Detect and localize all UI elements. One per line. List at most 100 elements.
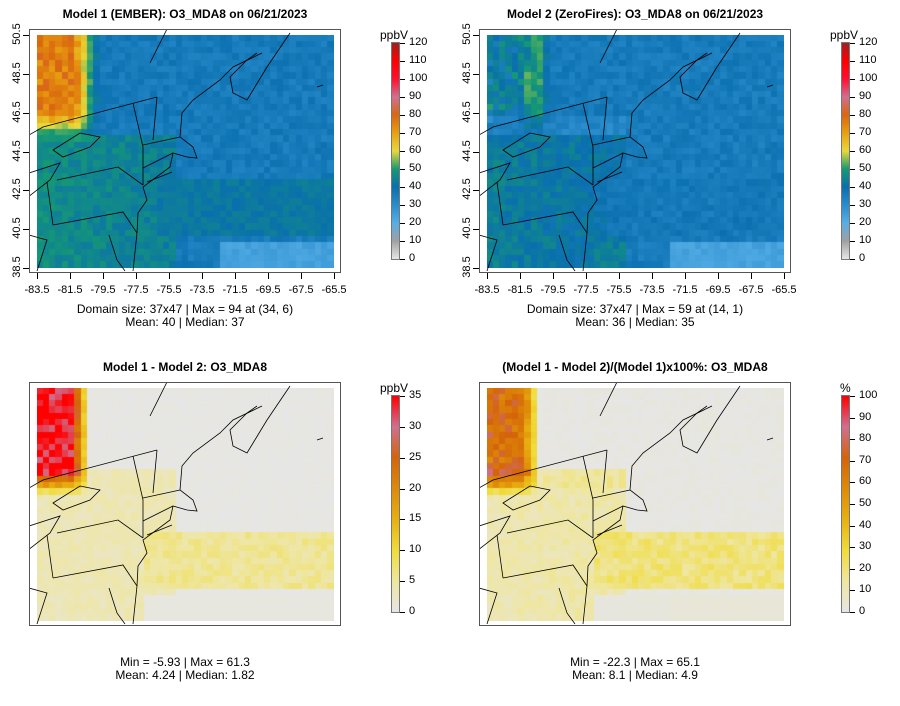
colorbar-tick bbox=[850, 568, 855, 570]
colorbar-tick-label: 30 bbox=[409, 198, 422, 210]
x-tick-label: -81.5 bbox=[57, 284, 83, 296]
panel-title: Model 2 (ZeroFires): O3_MDA8 on 06/21/20… bbox=[506, 7, 764, 21]
y-tick-label: 46.5 bbox=[11, 100, 23, 123]
colorbar-tick-label: 110 bbox=[859, 54, 877, 66]
colorbar-tick-label: 70 bbox=[409, 126, 422, 138]
colorbar-tick-label: 10 bbox=[409, 234, 422, 246]
colorbar-tick bbox=[850, 259, 855, 260]
colorbar-tick bbox=[850, 241, 855, 242]
y-tick-label: 38.5 bbox=[11, 256, 23, 278]
x-tick bbox=[268, 273, 269, 279]
ozone-field-raster bbox=[487, 388, 784, 621]
caption-stats: Min = -22.3 | Max = 65.1 bbox=[570, 655, 700, 669]
colorbar-tick-label: 30 bbox=[409, 419, 422, 432]
y-tick bbox=[23, 73, 29, 75]
plot-area bbox=[479, 382, 791, 626]
colorbar-tick-label: 50 bbox=[409, 162, 422, 174]
y-tick bbox=[473, 190, 479, 192]
x-tick bbox=[301, 273, 302, 279]
y-tick bbox=[23, 268, 29, 269]
x-tick bbox=[520, 273, 521, 279]
x-tick-label: -73.5 bbox=[189, 284, 215, 296]
colorbar-tick bbox=[850, 43, 855, 44]
colorbar-tick-label: 0 bbox=[409, 605, 416, 617]
x-tick-label: -79.5 bbox=[540, 284, 566, 296]
colorbar-unit: % bbox=[840, 381, 851, 395]
colorbar-tick-label: 0 bbox=[859, 605, 866, 617]
y-tick-label: 44.5 bbox=[11, 139, 23, 162]
colorbar-tick-label: 120 bbox=[409, 36, 428, 48]
colorbar-tick bbox=[400, 241, 405, 242]
colorbar-tick-label: 40 bbox=[859, 518, 872, 531]
colorbar-tick-label: 90 bbox=[859, 90, 872, 102]
x-tick bbox=[169, 273, 170, 279]
x-tick bbox=[136, 273, 137, 279]
colorbar-tick bbox=[400, 187, 405, 188]
colorbar-tick-label: 20 bbox=[859, 561, 872, 574]
caption-mean-median: Mean: 40 | Median: 37 bbox=[125, 315, 245, 329]
colorbar-tick bbox=[850, 151, 855, 152]
y-tick-label: 40.5 bbox=[11, 217, 23, 239]
map-panel-2: Model 2 (ZeroFires): O3_MDA8 on 06/21/20… bbox=[450, 0, 900, 353]
colorbar-tick-label: 10 bbox=[859, 583, 872, 596]
x-tick bbox=[553, 273, 554, 279]
y-tick bbox=[473, 35, 479, 36]
colorbar-tick-label: 80 bbox=[859, 108, 872, 120]
colorbar-unit: ppbV bbox=[380, 381, 409, 395]
x-tick bbox=[70, 273, 71, 279]
x-tick-label: -83.5 bbox=[474, 284, 500, 296]
colorbar bbox=[391, 42, 400, 260]
y-tick-label: 38.5 bbox=[461, 256, 473, 278]
x-tick-label: -67.5 bbox=[288, 284, 314, 296]
x-tick-label: -81.5 bbox=[507, 284, 533, 296]
colorbar-tick bbox=[400, 488, 405, 490]
map-panel-4: (Model 1 - Model 2)/(Model 1)x100%: O3_M… bbox=[450, 353, 900, 706]
x-tick bbox=[202, 273, 203, 279]
colorbar-tick bbox=[400, 457, 405, 459]
colorbar-tick bbox=[850, 79, 855, 80]
x-tick bbox=[784, 273, 785, 279]
map-panel-1: Model 1 (EMBER): O3_MDA8 on 06/21/2023 38… bbox=[0, 0, 450, 353]
colorbar-tick bbox=[850, 482, 855, 484]
colorbar-tick bbox=[400, 581, 405, 583]
panel-title: Model 1 (EMBER): O3_MDA8 on 06/21/2023 bbox=[62, 7, 308, 21]
panel-title: Model 1 - Model 2: O3_MDA8 bbox=[102, 360, 268, 374]
colorbar-tick-label: 110 bbox=[409, 54, 427, 66]
colorbar-tick bbox=[850, 223, 855, 224]
ozone-field-raster bbox=[487, 35, 784, 268]
x-tick-label: -69.5 bbox=[255, 284, 281, 296]
caption-mean-median: Mean: 4.24 | Median: 1.82 bbox=[115, 668, 255, 682]
colorbar-tick-label: 60 bbox=[409, 144, 422, 156]
colorbar-tick-label: 10 bbox=[409, 543, 422, 556]
x-tick bbox=[751, 273, 752, 279]
colorbar-tick bbox=[400, 115, 405, 116]
plot-area bbox=[29, 382, 341, 626]
caption-stats: Min = -5.93 | Max = 61.3 bbox=[120, 655, 250, 669]
x-tick-label: -71.5 bbox=[672, 284, 698, 296]
colorbar-tick-label: 10 bbox=[859, 234, 872, 246]
colorbar-tick-label: 100 bbox=[409, 72, 428, 84]
x-tick-label: -75.5 bbox=[156, 284, 182, 296]
colorbar-tick bbox=[850, 205, 855, 206]
colorbar-tick-label: 50 bbox=[859, 162, 872, 174]
x-tick bbox=[619, 273, 620, 279]
colorbar-tick bbox=[400, 223, 405, 224]
x-tick bbox=[586, 273, 587, 279]
y-tick bbox=[23, 229, 29, 231]
ozone-field-raster bbox=[37, 35, 334, 268]
colorbar-tick bbox=[850, 396, 855, 397]
y-tick-label: 42.5 bbox=[11, 178, 23, 201]
caption-mean-median: Mean: 36 | Median: 35 bbox=[575, 315, 695, 329]
coastline-and-state-borders bbox=[30, 383, 324, 625]
y-tick bbox=[23, 112, 29, 114]
x-tick bbox=[685, 273, 686, 279]
y-tick-label: 50.5 bbox=[461, 23, 473, 45]
colorbar-tick bbox=[400, 43, 405, 44]
colorbar-tick bbox=[850, 504, 855, 505]
caption-mean-median: Mean: 8.1 | Median: 4.9 bbox=[572, 668, 698, 682]
y-tick-label: 48.5 bbox=[461, 62, 473, 84]
colorbar-tick-label: 40 bbox=[409, 180, 422, 192]
y-tick bbox=[473, 112, 479, 114]
y-tick-label: 40.5 bbox=[461, 217, 473, 239]
